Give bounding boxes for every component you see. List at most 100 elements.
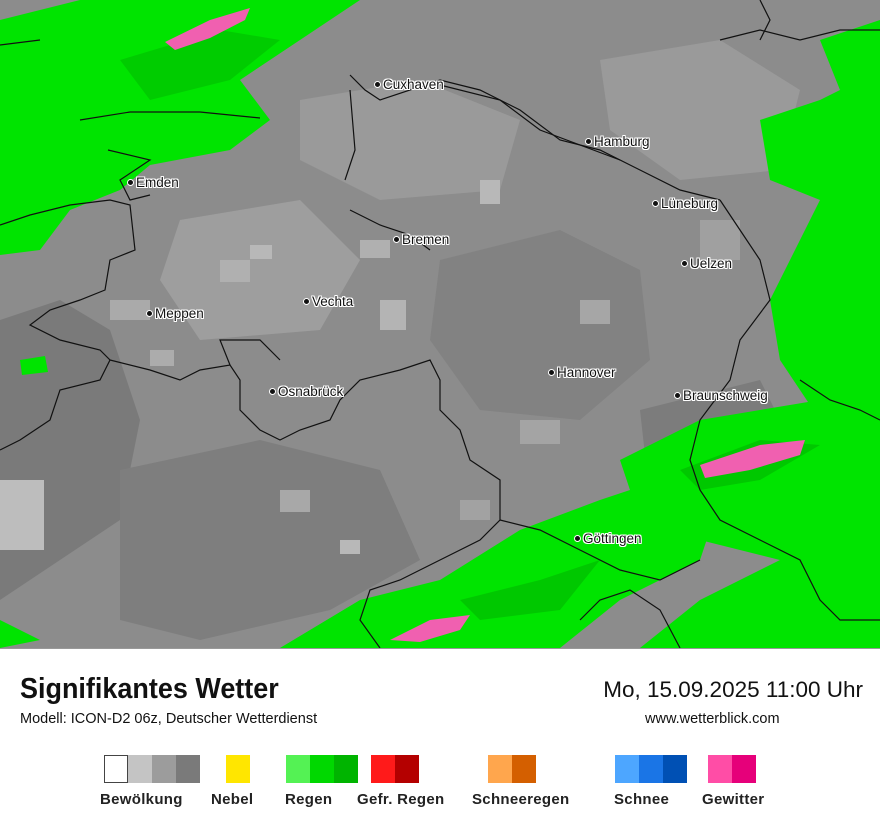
legend-color-swatch [128,755,152,783]
legend-swatches [371,755,419,783]
legend-color-swatch [310,755,334,783]
city-marker-uelzen[interactable]: Uelzen [681,256,732,271]
city-dot [393,235,400,243]
city-label: Meppen [155,305,204,321]
legend-color-swatch [176,755,200,783]
city-label: Hamburg [594,133,650,149]
city-marker-braunschweig[interactable]: Braunschweig [674,387,768,403]
border-state-northeast [719,0,880,41]
city-label: Hannover [557,364,616,380]
model-info: Modell: ICON-D2 06z, Deutscher Wetterdie… [20,711,318,727]
legend-label: Regen [285,791,333,808]
legend-color-swatch [152,755,176,783]
legend-color-swatch [663,755,687,783]
estuary-elbe [439,84,621,161]
city-marker-hamburg[interactable]: Hamburg [585,133,650,149]
border-state-east [689,199,880,621]
cloud-patch [380,300,406,330]
legend-label: Gewitter [702,791,765,808]
cloud-patch [110,300,150,320]
cloud-patch [360,240,390,258]
city-marker-emden[interactable]: Emden [127,174,179,190]
legend-swatches [708,755,756,783]
rain-area-lake [0,620,40,648]
legend-color-swatch [334,755,358,783]
border-state-mid [579,589,681,648]
rain-layer [0,0,880,648]
city-dot [374,80,381,88]
rain-area-small [20,356,48,375]
rain-area-south [280,480,720,648]
city-marker-cuxhaven[interactable]: Cuxhaven [374,76,444,92]
rain-area-east-upper [820,20,880,90]
estuary-weser [349,209,431,251]
border-state-southeast [499,519,701,581]
legend-color-swatch [104,755,128,783]
cloud-patch [150,350,174,366]
legend-color-swatch [512,755,536,783]
city-dot [674,391,681,399]
forecast-datetime: Mo, 15.09.2025 11:00 Uhr [603,677,863,702]
border-netherlands [0,199,136,451]
city-marker-vechta[interactable]: Vechta [303,293,354,309]
thunder-cell-east [700,440,805,478]
city-dot [652,199,659,207]
legend-swatches [488,755,536,783]
legend-swatches [615,755,687,783]
border-east-rim [799,379,880,421]
cloud-dark-region-center [430,230,650,420]
cloud-patch [250,245,272,259]
legend-color-swatch [615,755,639,783]
city-label: Lüneburg [661,195,719,211]
legend-label: Schnee [614,791,670,808]
map-layers [0,0,880,648]
legend-color-swatch [639,755,663,783]
legend-color-swatch [488,755,512,783]
website-link[interactable]: www.wetterblick.com [645,711,780,727]
thunder-layer [165,8,805,642]
cloud-patch [0,480,44,550]
city-label: Vechta [312,293,354,309]
city-dot [548,368,555,376]
legend-color-swatch [226,755,250,783]
city-dot [681,259,688,267]
city-marker-bremen[interactable]: Bremen [393,232,449,247]
city-marker-lueneburg[interactable]: Lüneburg [652,195,719,211]
cloud-patch [280,490,310,512]
thunder-cell-north [165,8,250,50]
legend-color-swatch [708,755,732,783]
cloud-patch [340,540,360,554]
legend-color-swatch [732,755,756,783]
rain-area-east [760,70,880,430]
city-label: Braunschweig [683,387,768,403]
rain-area-northwest-dark [120,30,280,100]
city-marker-meppen[interactable]: Meppen [146,305,204,321]
rain-area-northwest [0,0,360,255]
legend-swatches [286,755,358,783]
cloud-patch [580,300,610,324]
city-label: Emden [136,174,179,190]
thunder-cell-south [390,615,470,642]
city-dot [303,297,310,305]
city-marker-goettingen[interactable]: Göttingen [574,530,642,546]
city-marker-hannover[interactable]: Hannover [548,364,616,380]
boundary-lines [0,0,880,648]
coastline-north [0,39,721,201]
city-marker-osnabrueck[interactable]: Osnabrück [269,384,343,399]
city-label: Cuxhaven [383,76,444,92]
cloud-dark-region-west [0,300,140,600]
cloud-patch [700,220,740,260]
cloud-patch [460,500,490,520]
city-label: Göttingen [583,530,642,546]
city-dot [585,137,592,145]
city-dot [146,309,153,317]
border-state-north [219,339,281,366]
footer-panel: Signifikantes Wetter Modell: ICON-D2 06z… [0,648,880,831]
rain-area-south-dark [460,560,600,620]
rain-area-southeast [620,400,880,648]
legend-label: Nebel [211,791,254,808]
cloud-patch [220,260,250,282]
legend-swatches [226,755,250,783]
legend-color-swatch [371,755,395,783]
legend-label: Schneeregen [472,791,570,808]
